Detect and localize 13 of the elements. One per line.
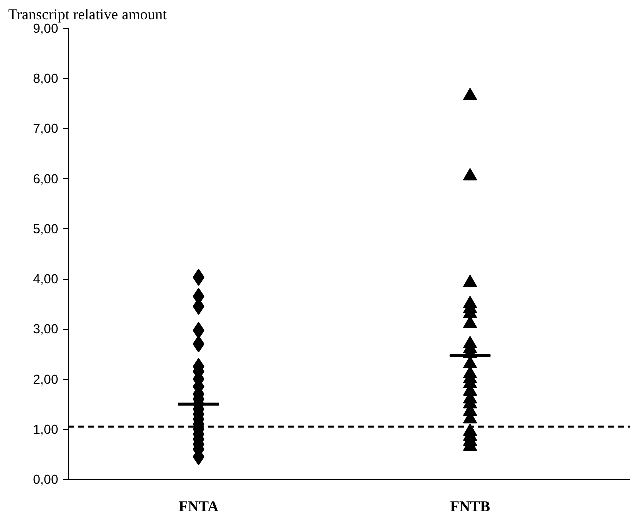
y-tick-label: 8,00: [33, 71, 59, 86]
y-tick-label: 9,00: [33, 21, 59, 36]
y-tick-label: 3,00: [33, 322, 59, 337]
y-tick-label: 2,00: [33, 372, 59, 387]
y-tick-label: 4,00: [33, 272, 59, 287]
y-tick-label: 1,00: [33, 422, 59, 437]
y-tick-label: 0,00: [33, 472, 59, 487]
x-tick-label: FNTA: [178, 500, 219, 516]
y-tick-label: 6,00: [33, 171, 59, 186]
y-tick-label: 7,00: [33, 121, 59, 136]
x-tick-label: FNTB: [450, 500, 490, 516]
y-axis-title: Transcript relative amount: [8, 8, 168, 24]
y-tick-label: 5,00: [33, 221, 59, 236]
